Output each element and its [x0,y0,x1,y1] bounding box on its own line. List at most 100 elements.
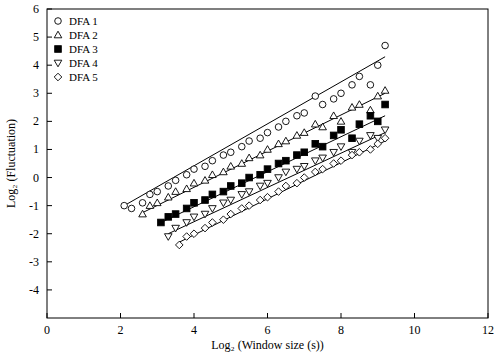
data-point [201,224,209,232]
data-point [356,138,364,145]
data-point [374,118,381,125]
data-point [121,202,128,209]
data-point [183,171,190,178]
data-point [264,193,272,201]
fit-line [168,133,385,234]
data-point [349,135,356,142]
x-tick [341,313,342,318]
x-tick [414,313,415,318]
y-tick [47,9,52,10]
legend-label: DFA 4 [69,57,98,69]
y-tick [47,37,52,38]
legend-marker [55,18,62,25]
series [158,101,389,226]
y-tick-label: -1 [29,199,39,213]
data-point [183,220,191,227]
plot-frame [47,9,488,318]
data-point [172,225,180,232]
data-point [238,192,246,199]
data-point [164,234,172,241]
data-point [238,180,245,187]
x-tick [194,313,195,318]
data-point [147,191,154,198]
x-tick-label: 4 [191,323,197,337]
data-point [209,219,217,227]
series [121,42,389,212]
data-point [153,199,161,206]
data-point [338,126,345,133]
data-point [172,188,180,195]
x-tick-label: 12 [482,323,494,337]
data-point [183,205,190,212]
y-tick [47,121,52,122]
y-axis-label: Log₂ (Fluctuation) [4,119,18,208]
data-point [238,143,245,150]
y-tick-label: 0 [33,171,39,185]
data-point [209,171,217,178]
data-point [158,219,165,226]
y-tick [47,65,52,66]
data-point [367,112,374,119]
data-point [191,166,198,173]
y-tick [47,93,52,94]
data-point [356,101,364,108]
x-tick-label: 10 [409,323,421,337]
data-point [165,214,172,221]
data-point [227,210,235,218]
data-point [246,138,253,145]
data-point [245,189,253,196]
data-point [245,154,253,161]
data-point [348,104,356,111]
y-tick [47,205,52,206]
y-tick-label: 3 [33,86,39,100]
data-point [367,82,374,89]
legend-marker [54,60,62,67]
data-point [337,144,345,151]
legend-marker [54,31,62,38]
data-point [238,160,246,167]
y-tick [47,233,52,234]
data-point [319,101,326,108]
data-point [337,157,345,165]
data-point [238,205,246,213]
chart: 024681012-4-3-2-10123456Log₂ (Window siz… [0,0,500,356]
data-point [282,182,290,190]
data-point [139,200,146,207]
y-tick [47,289,52,290]
data-point [349,82,356,89]
data-point [257,171,264,178]
data-point [294,112,301,119]
legend: DFA 1DFA 2DFA 3DFA 4DFA 5 [54,15,98,83]
data-point [257,135,264,142]
data-point [183,233,191,241]
data-point [311,168,319,176]
fit-line [124,57,385,206]
data-point [209,206,217,213]
data-point [282,169,290,176]
data-point [172,211,179,218]
data-point [183,185,191,192]
data-point [275,175,283,182]
data-point [220,188,227,195]
data-point [227,149,234,156]
fit-line [161,116,385,223]
data-point [191,200,198,207]
series [164,127,388,240]
data-point [283,157,290,164]
data-point [275,124,282,131]
x-tick [120,313,121,318]
data-point [164,193,172,200]
data-point [209,191,216,198]
y-tick [47,261,52,262]
data-point [256,151,264,158]
data-point [209,157,216,164]
data-point [139,210,147,217]
y-tick-label: -2 [29,227,39,241]
data-point [294,152,301,159]
data-point [319,155,327,162]
x-tick-label: 0 [44,323,50,337]
data-point [227,183,234,190]
data-point [382,42,389,49]
data-point [311,120,319,127]
data-point [367,106,375,113]
